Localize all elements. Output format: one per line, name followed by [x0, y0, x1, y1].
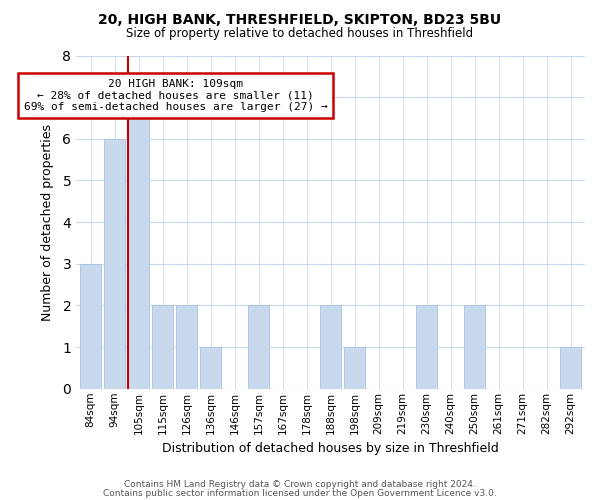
Bar: [80, 264, 101, 389]
X-axis label: Distribution of detached houses by size in Threshfield: Distribution of detached houses by size …: [162, 442, 499, 455]
Bar: [464, 306, 485, 389]
Bar: [248, 306, 269, 389]
Bar: [344, 347, 365, 389]
Bar: [176, 306, 197, 389]
Text: Contains HM Land Registry data © Crown copyright and database right 2024.: Contains HM Land Registry data © Crown c…: [124, 480, 476, 489]
Bar: [200, 347, 221, 389]
Text: Size of property relative to detached houses in Threshfield: Size of property relative to detached ho…: [127, 28, 473, 40]
Bar: [104, 139, 125, 389]
Bar: [416, 306, 437, 389]
Text: 20, HIGH BANK, THRESHFIELD, SKIPTON, BD23 5BU: 20, HIGH BANK, THRESHFIELD, SKIPTON, BD2…: [98, 12, 502, 26]
Text: Contains public sector information licensed under the Open Government Licence v3: Contains public sector information licen…: [103, 488, 497, 498]
Bar: [128, 97, 149, 389]
Bar: [152, 306, 173, 389]
Bar: [560, 347, 581, 389]
Y-axis label: Number of detached properties: Number of detached properties: [41, 124, 54, 320]
Bar: [320, 306, 341, 389]
Text: 20 HIGH BANK: 109sqm
← 28% of detached houses are smaller (11)
69% of semi-detac: 20 HIGH BANK: 109sqm ← 28% of detached h…: [23, 79, 327, 112]
